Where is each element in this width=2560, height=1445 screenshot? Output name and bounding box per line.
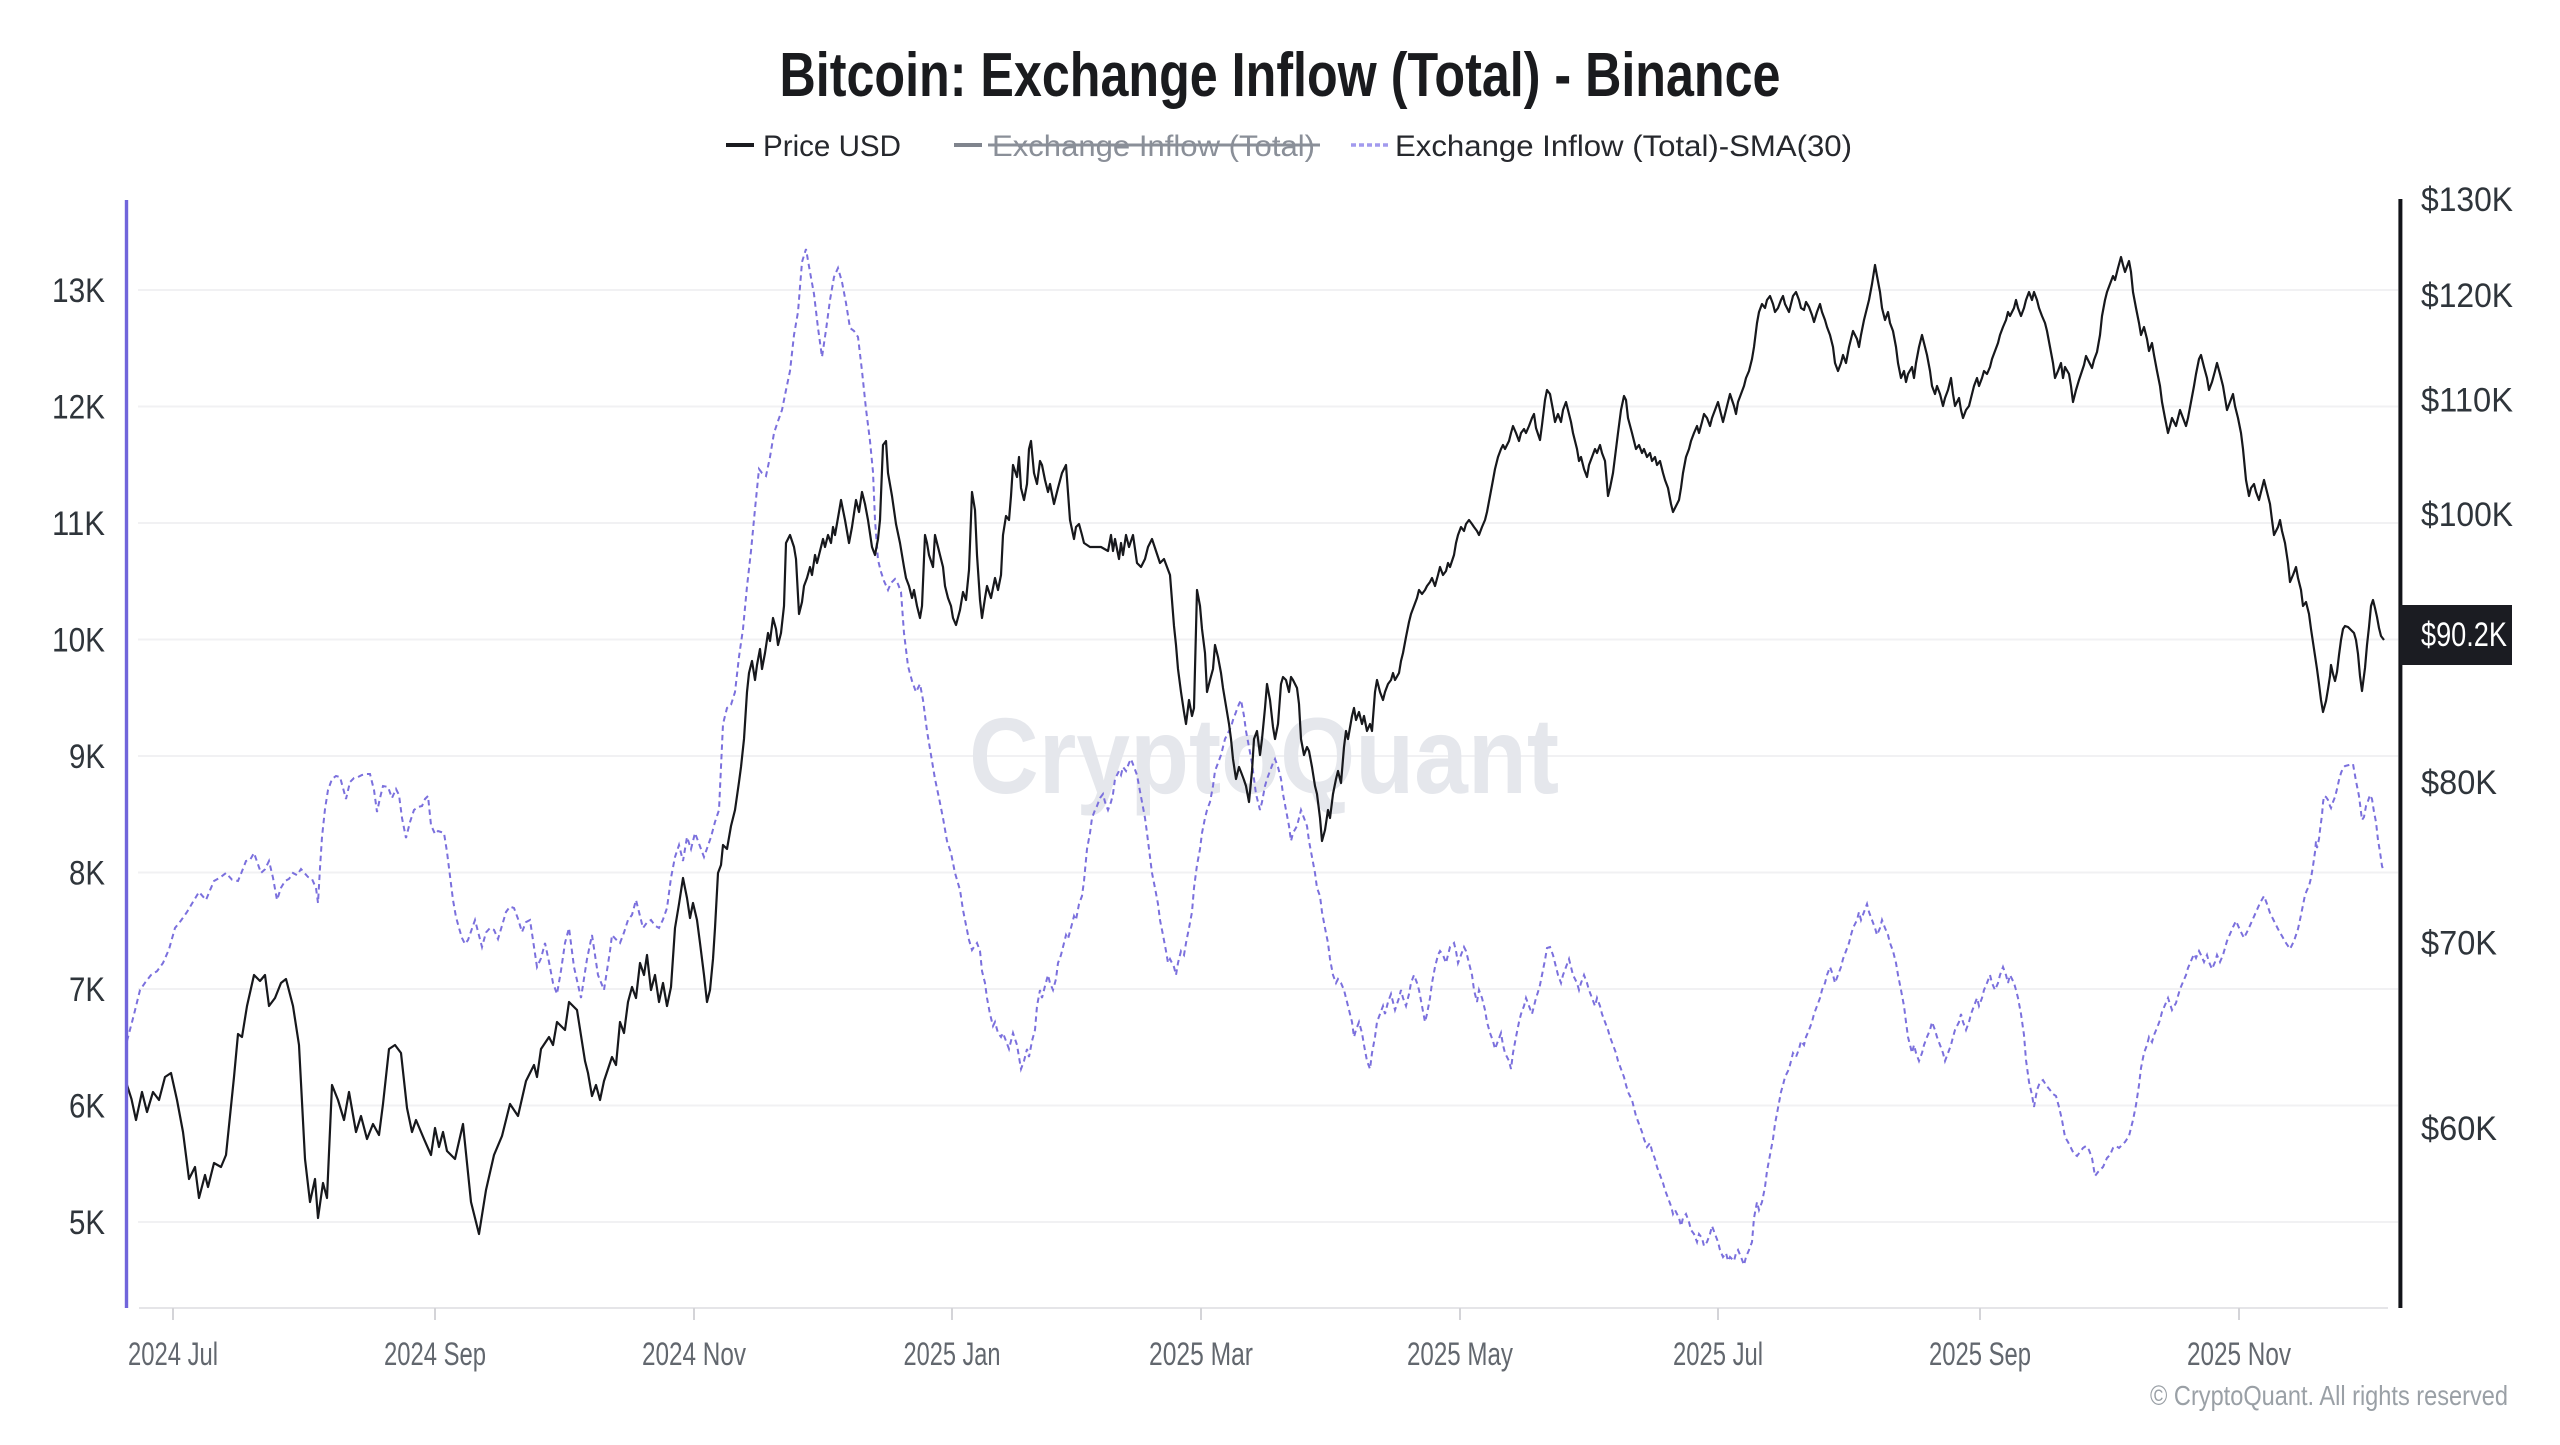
svg-text:Bitcoin: Exchange Inflow (Tota: Bitcoin: Exchange Inflow (Total) - Binan… <box>780 41 1781 110</box>
svg-text:$100K: $100K <box>2421 496 2513 534</box>
svg-text:$70K: $70K <box>2421 925 2497 963</box>
svg-text:$130K: $130K <box>2421 181 2513 219</box>
svg-text:6K: 6K <box>69 1088 105 1126</box>
svg-text:© CryptoQuant. All rights rese: © CryptoQuant. All rights reserved <box>2150 1380 2508 1411</box>
svg-text:5K: 5K <box>69 1204 105 1242</box>
svg-text:$120K: $120K <box>2421 277 2513 315</box>
svg-text:13K: 13K <box>52 272 105 310</box>
svg-text:Price USD: Price USD <box>763 130 901 163</box>
svg-text:2025 Mar: 2025 Mar <box>1149 1336 1253 1372</box>
svg-text:2024 Sep: 2024 Sep <box>384 1336 486 1372</box>
svg-text:9K: 9K <box>69 738 105 776</box>
svg-text:12K: 12K <box>52 389 105 427</box>
svg-text:2025 Nov: 2025 Nov <box>2187 1336 2291 1372</box>
svg-text:2025 May: 2025 May <box>1407 1336 1513 1372</box>
svg-text:10K: 10K <box>52 622 105 660</box>
svg-text:Exchange Inflow (Total)-SMA(30: Exchange Inflow (Total)-SMA(30) <box>1395 130 1852 163</box>
svg-text:$60K: $60K <box>2421 1110 2497 1148</box>
svg-text:$90.2K: $90.2K <box>2421 616 2507 654</box>
svg-text:11K: 11K <box>52 505 105 543</box>
svg-text:2024 Jul: 2024 Jul <box>128 1336 218 1372</box>
svg-text:2025 Jan: 2025 Jan <box>904 1336 1001 1372</box>
svg-text:7K: 7K <box>69 971 105 1009</box>
svg-text:$80K: $80K <box>2421 764 2497 802</box>
svg-text:8K: 8K <box>69 855 105 893</box>
svg-text:2024 Nov: 2024 Nov <box>642 1336 746 1372</box>
svg-text:2025 Jul: 2025 Jul <box>1673 1336 1763 1372</box>
svg-text:2025 Sep: 2025 Sep <box>1929 1336 2031 1372</box>
svg-text:$110K: $110K <box>2421 382 2513 420</box>
